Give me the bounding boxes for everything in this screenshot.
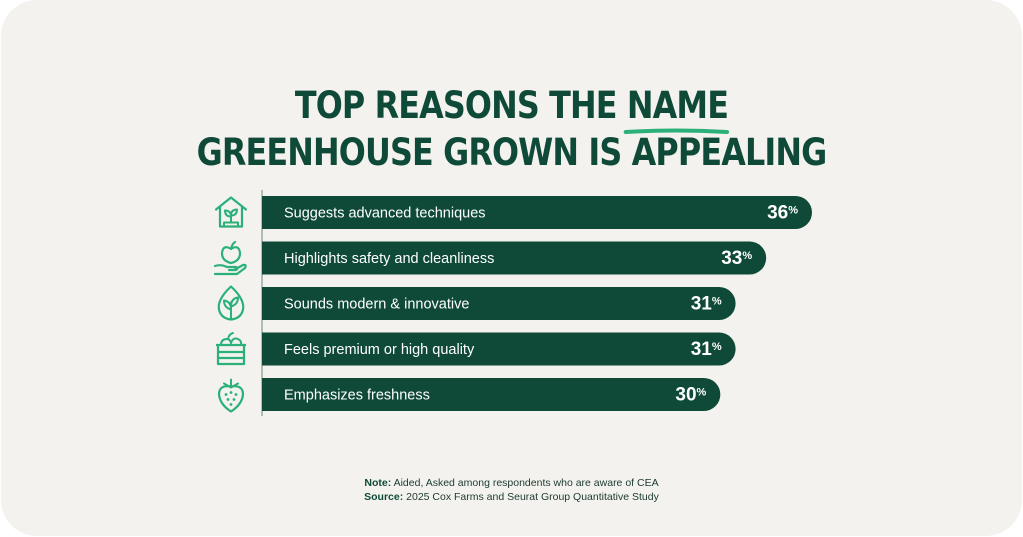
source-label: Source: [364,491,404,503]
chart-title-line-1: TOP REASONS THE NAME [72,84,952,134]
chart-title-line-2: GREENHOUSE GROWN IS APPEALING [196,131,828,174]
leaf-icon [217,285,245,321]
bar-value-4: 31% [691,339,722,360]
bar-label-3: Sounds modern & innovative [284,297,469,313]
bar-value-3: 31% [691,294,722,315]
title-text-before: TOP REASONS THE [294,84,627,127]
bar-3 [262,287,736,320]
crate-icon [216,332,246,366]
underline-swoosh [623,128,729,134]
bar-label-4: Feels premium or high quality [284,342,475,358]
title-highlight-word: NAME [626,84,729,127]
bar-label-2: Highlights safety and cleanliness [284,251,494,267]
bar-label-1: Suggests advanced techniques [284,206,486,222]
greenhouse-icon [214,196,248,228]
bar-4 [262,332,736,366]
bar-value-1: 36% [767,203,798,224]
bar-2 [262,241,767,275]
title-highlight: NAME [623,84,729,134]
bar-1 [262,196,813,229]
bar-5 [262,378,721,411]
source-text: 2025 Cox Farms and Seurat Group Quantita… [403,491,659,503]
strawberry-icon [217,378,245,413]
bar-value-2: 33% [721,248,752,269]
bar-label-5: Emphasizes freshness [284,388,430,404]
footnote-note: Note: Aided, Asked among respondents who… [0,477,1023,489]
note-label: Note: [364,477,392,489]
footnote-source: Source: 2025 Cox Farms and Seurat Group … [0,491,1023,503]
hand-apple-icon [213,240,247,276]
bar-value-5: 30% [675,385,706,406]
note-text: Aided, Asked among respondents who are a… [391,477,659,489]
